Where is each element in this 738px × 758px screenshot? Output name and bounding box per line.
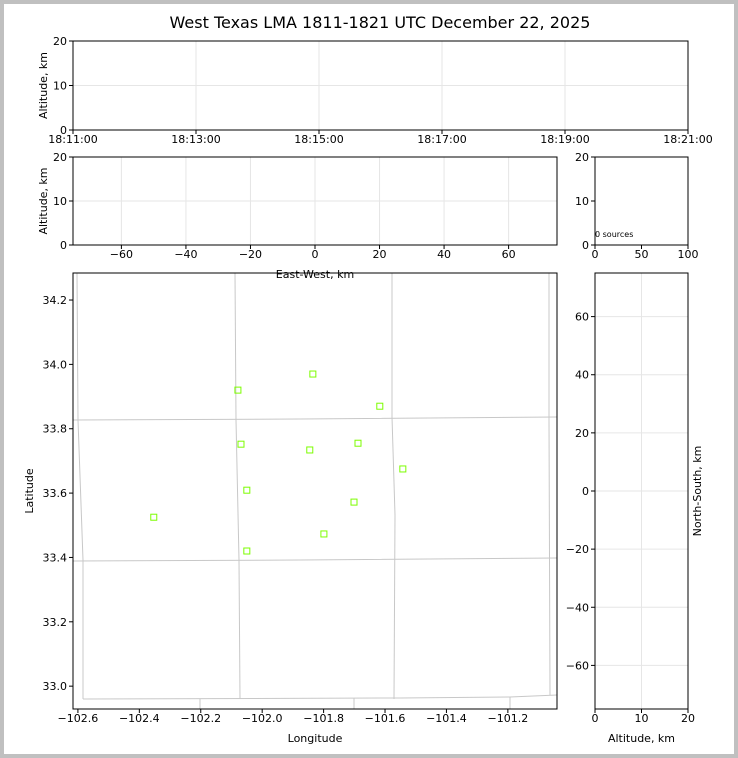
x-tick-label: −101.2 bbox=[488, 712, 529, 725]
y-tick-label: 34.0 bbox=[43, 358, 68, 371]
x-axis-label: East-West, km bbox=[276, 268, 354, 281]
source-point bbox=[350, 498, 358, 506]
axes-frame bbox=[72, 272, 558, 710]
county-line bbox=[72, 557, 558, 562]
x-tick-label: 18:17:00 bbox=[417, 133, 466, 146]
county-line bbox=[82, 694, 558, 700]
axes-frame bbox=[594, 156, 689, 246]
source-point bbox=[234, 386, 242, 394]
y-tick-label: 10 bbox=[575, 195, 589, 208]
y-tick-label: 0 bbox=[60, 124, 67, 137]
county-line bbox=[391, 273, 396, 700]
y-tick-label: 0 bbox=[582, 485, 589, 498]
county-line bbox=[548, 273, 551, 696]
x-tick-label: 50 bbox=[635, 248, 649, 261]
x-tick-label: 0 bbox=[312, 248, 319, 261]
x-axis-label: Longitude bbox=[288, 732, 343, 745]
y-tick-label: 33.6 bbox=[43, 487, 68, 500]
x-tick-label: −102.4 bbox=[119, 712, 160, 725]
x-tick-label: 18:13:00 bbox=[171, 133, 220, 146]
y-tick-label: −60 bbox=[566, 659, 589, 672]
source-point bbox=[306, 446, 314, 454]
y-axis-label: North-South, km bbox=[691, 446, 704, 537]
county-line bbox=[234, 272, 241, 700]
x-tick-label: 0 bbox=[592, 712, 599, 725]
axes-frame bbox=[72, 156, 558, 246]
y-tick-label: 33.0 bbox=[43, 680, 68, 693]
y-tick-label: 0 bbox=[582, 239, 589, 252]
y-axis-label: Altitude, km bbox=[37, 52, 50, 119]
x-tick-label: 0 bbox=[592, 248, 599, 261]
x-tick-label: −40 bbox=[174, 248, 197, 261]
y-tick-label: 33.2 bbox=[43, 616, 68, 629]
x-tick-label: 20 bbox=[681, 712, 695, 725]
x-tick-label: −102.2 bbox=[180, 712, 221, 725]
y-tick-label: 34.2 bbox=[43, 294, 68, 307]
x-tick-label: −102.0 bbox=[242, 712, 283, 725]
x-tick-label: 18:21:00 bbox=[663, 133, 712, 146]
county-lines bbox=[72, 272, 558, 709]
y-tick-label: −40 bbox=[566, 601, 589, 614]
source-point bbox=[243, 486, 251, 494]
source-point bbox=[399, 465, 407, 473]
x-axis-label: Altitude, km bbox=[608, 732, 675, 745]
x-tick-label: 18:11:00 bbox=[48, 133, 97, 146]
y-tick-label: 40 bbox=[575, 369, 589, 382]
source-point bbox=[243, 547, 251, 555]
x-tick-label: 40 bbox=[437, 248, 451, 261]
x-tick-label: −101.4 bbox=[426, 712, 467, 725]
x-tick-label: 10 bbox=[635, 712, 649, 725]
x-tick-label: −60 bbox=[110, 248, 133, 261]
y-axis-label: Latitude bbox=[23, 468, 36, 514]
source-point bbox=[237, 440, 245, 448]
source-point bbox=[320, 530, 328, 538]
y-tick-label: −20 bbox=[566, 543, 589, 556]
x-tick-label: −102.6 bbox=[58, 712, 99, 725]
y-tick-label: 10 bbox=[53, 195, 67, 208]
x-tick-label: −101.6 bbox=[365, 712, 406, 725]
x-tick-label: 60 bbox=[502, 248, 516, 261]
x-tick-label: 100 bbox=[678, 248, 699, 261]
county-line bbox=[72, 416, 558, 421]
source-point bbox=[354, 439, 362, 447]
source-point bbox=[309, 370, 317, 378]
axes-frame bbox=[594, 272, 689, 710]
y-tick-label: 10 bbox=[53, 80, 67, 93]
county-line bbox=[76, 272, 84, 699]
y-tick-label: 20 bbox=[53, 151, 67, 164]
x-tick-label: 18:15:00 bbox=[294, 133, 343, 146]
source-point bbox=[150, 513, 158, 521]
source-point bbox=[376, 402, 384, 410]
chart-title: West Texas LMA 1811-1821 UTC December 22… bbox=[170, 13, 591, 32]
x-tick-label: 18:19:00 bbox=[540, 133, 589, 146]
x-tick-label: −20 bbox=[239, 248, 262, 261]
y-tick-label: 20 bbox=[53, 35, 67, 48]
axes-frame bbox=[72, 40, 689, 131]
y-tick-label: 33.4 bbox=[43, 551, 68, 564]
annotation: 0 sources bbox=[595, 230, 633, 239]
y-tick-label: 60 bbox=[575, 311, 589, 324]
y-tick-label: 20 bbox=[575, 427, 589, 440]
x-tick-label: −101.8 bbox=[303, 712, 344, 725]
x-tick-label: 20 bbox=[373, 248, 387, 261]
y-tick-label: 33.8 bbox=[43, 423, 68, 436]
y-tick-label: 0 bbox=[60, 239, 67, 252]
y-axis-label: Altitude, km bbox=[37, 167, 50, 234]
y-tick-label: 20 bbox=[575, 151, 589, 164]
